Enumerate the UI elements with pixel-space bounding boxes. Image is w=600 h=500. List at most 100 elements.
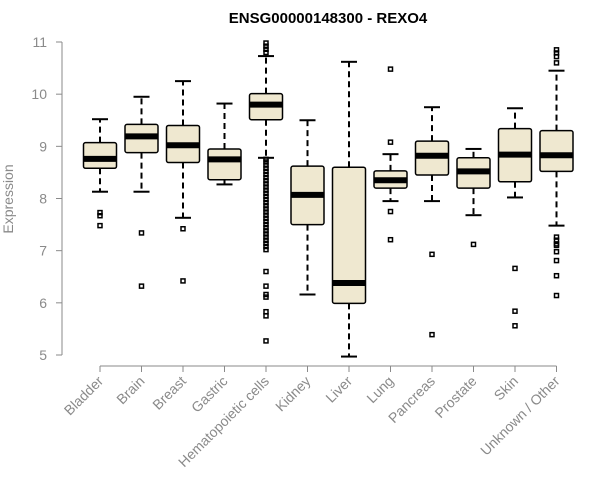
outlier-point: [263, 209, 269, 215]
outlier-point: [553, 60, 560, 66]
outlier-point: [553, 242, 560, 249]
outlier-point: [263, 178, 269, 184]
outlier-point: [180, 278, 186, 284]
outlier-point: [553, 292, 560, 299]
outlier-point: [263, 165, 269, 171]
outlier-point: [263, 338, 269, 344]
outlier-point: [263, 246, 269, 253]
outlier-point: [470, 241, 477, 248]
outlier-point: [263, 190, 269, 197]
outlier-point: [263, 193, 269, 200]
outlier-point: [512, 308, 518, 314]
outlier-point: [387, 208, 394, 215]
outlier-point: [553, 257, 560, 264]
outlier-point: [263, 196, 269, 203]
outlier-point: [387, 139, 394, 145]
box-group: [414, 106, 450, 338]
outlier-point: [553, 53, 560, 60]
outlier-point: [263, 43, 269, 49]
outlier-point: [553, 47, 560, 53]
box-group: [539, 47, 574, 299]
outlier-point: [263, 294, 269, 300]
y-tick-label: 10: [31, 86, 47, 102]
outlier-point: [263, 237, 269, 243]
y-axis: 5 6 7 8 9 10 11: [31, 34, 63, 363]
x-tick-label: Skin: [491, 373, 522, 404]
iqr-box: [331, 166, 367, 305]
box-group: [207, 102, 242, 186]
outlier-point: [387, 236, 394, 243]
x-tick-label: Liver: [322, 373, 355, 406]
y-tick-label: 7: [39, 243, 47, 259]
outlier-point: [429, 331, 435, 338]
outlier-point: [263, 199, 269, 206]
x-tick-label: Lung: [363, 373, 396, 406]
y-tick-label: 8: [39, 191, 47, 207]
outlier-point: [263, 231, 269, 237]
iqr-box: [207, 148, 242, 181]
outlier-point: [97, 222, 103, 229]
outlier-point: [263, 221, 269, 228]
box-group: [456, 147, 491, 248]
outlier-point: [263, 212, 269, 218]
box-group: [165, 80, 201, 284]
box-group: [124, 95, 159, 289]
outlier-point: [138, 230, 145, 236]
outlier-point: [387, 66, 394, 72]
outlier-point: [263, 243, 269, 250]
x-tick-label: Prostate: [431, 373, 479, 421]
outlier-point: [263, 283, 269, 289]
outlier-point: [553, 234, 560, 240]
outlier-point: [553, 272, 560, 279]
outlier-point: [263, 224, 269, 231]
box-group: [290, 119, 325, 296]
outlier-point: [263, 171, 269, 178]
y-tick-label: 9: [39, 138, 47, 154]
outlier-point: [263, 46, 269, 53]
box-group: [373, 66, 408, 243]
iqr-box: [539, 129, 574, 173]
outlier-point: [553, 248, 560, 255]
box-group: [248, 40, 284, 344]
outlier-point: [263, 184, 269, 190]
outlier-point: [263, 313, 269, 319]
x-tick-label: Breast: [149, 373, 189, 413]
y-tick-label: 11: [32, 34, 47, 50]
outlier-point: [180, 226, 186, 232]
outlier-point: [263, 206, 269, 212]
iqr-box: [82, 141, 118, 169]
outlier-point: [263, 234, 269, 240]
outlier-point: [512, 265, 518, 272]
box-group: [331, 60, 367, 358]
outlier-point: [263, 162, 269, 168]
outlier-point: [97, 209, 103, 216]
outlier-point: [263, 203, 269, 209]
y-tick-label: 5: [39, 347, 47, 363]
outlier-point: [97, 212, 103, 219]
outlier-point: [512, 323, 518, 329]
outlier-point: [263, 268, 269, 275]
outlier-point: [138, 283, 145, 289]
x-tick-label: Bladder: [61, 373, 107, 419]
outlier-point: [263, 240, 269, 247]
box-group: [82, 118, 118, 229]
x-tick-label: Brain: [113, 373, 147, 407]
outlier-point: [263, 168, 269, 175]
x-tick-label: Kidney: [272, 373, 314, 415]
outlier-point: [263, 49, 269, 56]
outlier-point: [263, 181, 269, 187]
outlier-point: [263, 218, 269, 225]
y-tick-label: 6: [39, 295, 47, 311]
box-group: [497, 107, 533, 329]
outlier-point: [263, 228, 269, 234]
outlier-point: [263, 308, 269, 315]
y-axis-title: Expression: [0, 164, 16, 233]
plot-area: [82, 40, 574, 358]
outlier-point: [263, 159, 269, 165]
outlier-point: [263, 215, 269, 222]
x-tick-label: Unknown / Other: [477, 373, 563, 459]
outlier-point: [263, 187, 269, 193]
outlier-point: [263, 40, 269, 46]
outlier-point: [263, 174, 269, 181]
